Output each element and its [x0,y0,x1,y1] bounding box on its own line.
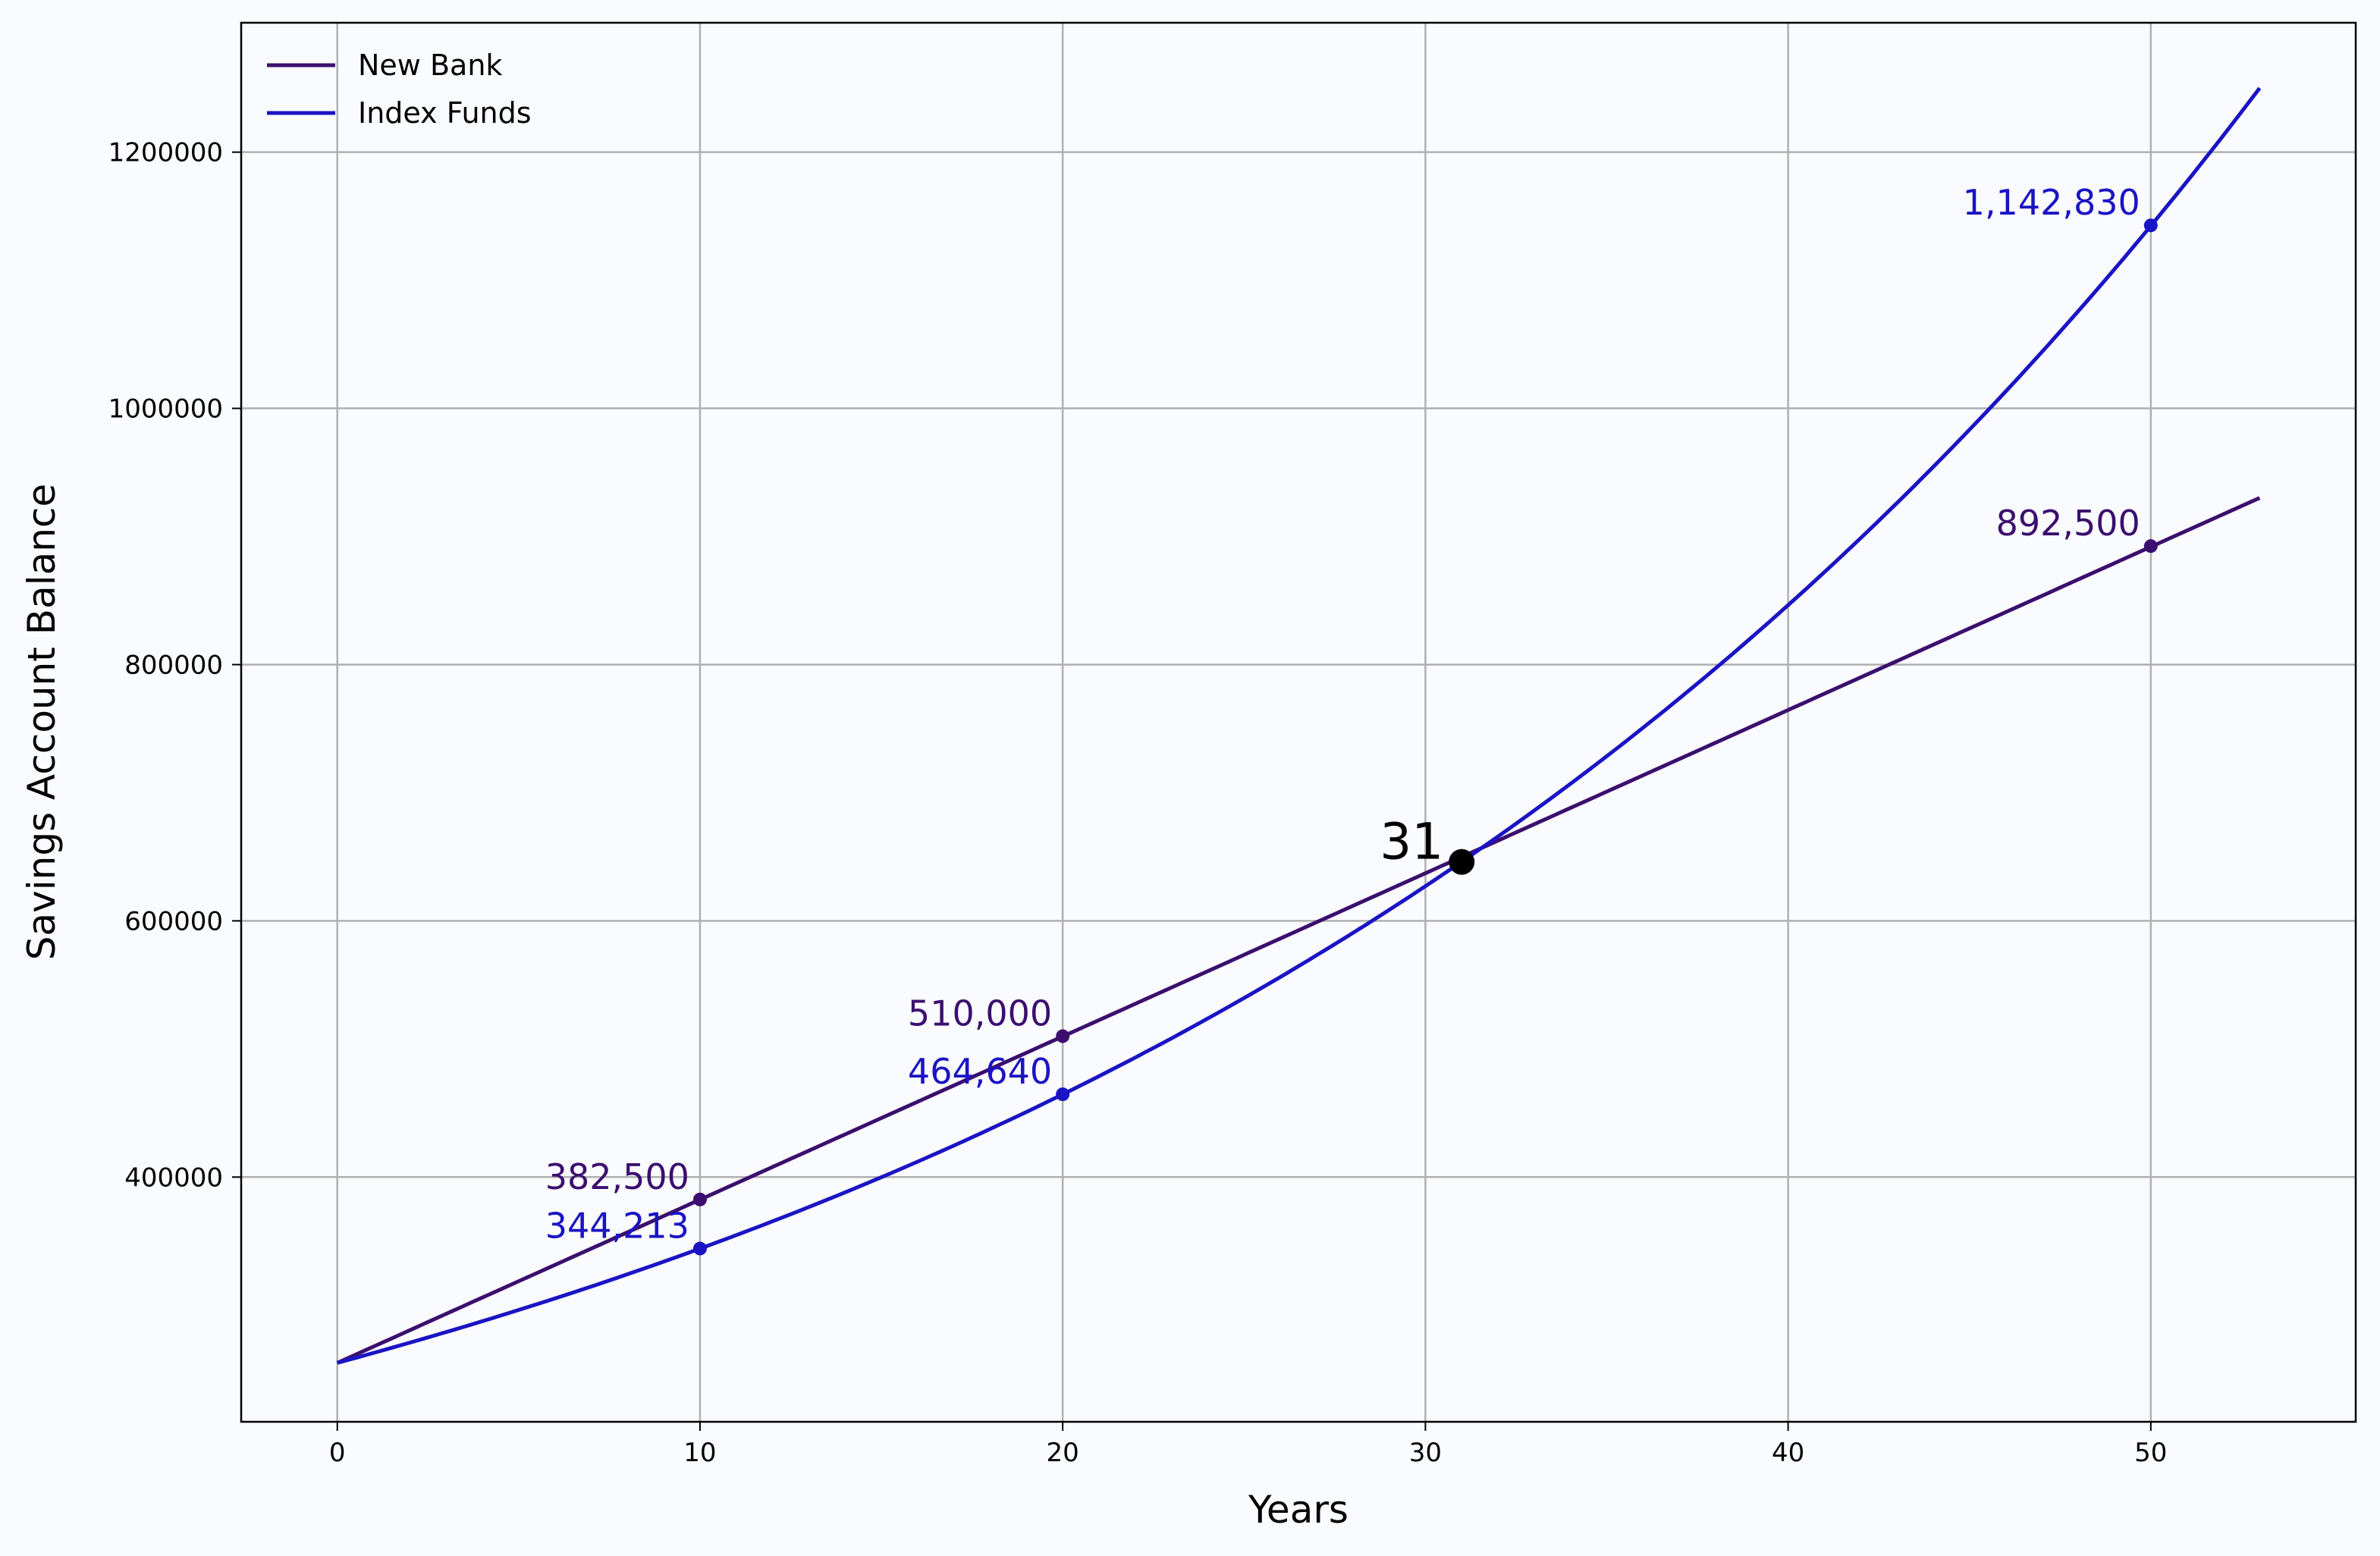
data-point [2143,539,2158,554]
data-point [2143,218,2158,233]
axis-ticks: 0 10 20 30 40 50 400000 600000 800000 1000000 1200… [108,138,2168,1468]
legend: New Bank Index Funds [267,49,532,130]
crossover-point [1449,849,1475,875]
y-tick-label: 600000 [124,906,223,936]
series-markers: 382,500 510,000 892,500 344,213 464,640 1,142… [545,182,2158,1256]
data-label: 382,500 [545,1156,689,1197]
y-tick-label: 800000 [124,650,223,680]
x-tick-label: 20 [1047,1438,1079,1468]
y-tick-label: 400000 [124,1162,223,1193]
legend-label: New Bank [358,49,502,82]
x-tick-label: 0 [329,1438,346,1468]
data-label: 1,142,830 [1963,182,2140,223]
series-line-new-bank [336,496,2261,1365]
data-point [692,1241,707,1256]
data-point [1056,1087,1070,1102]
data-label: 464,640 [908,1051,1052,1092]
data-point [692,1192,707,1206]
data-label: 510,000 [908,993,1052,1034]
series-lines [336,86,2262,1365]
y-tick-label: 1200000 [108,138,223,168]
y-tick-label: 1000000 [108,394,223,425]
x-tick-label: 10 [683,1438,716,1468]
data-label: 344,213 [545,1206,689,1247]
x-tick-label: 40 [1772,1438,1804,1468]
x-tick-label: 30 [1409,1438,1442,1468]
data-label: 892,500 [1996,503,2140,544]
y-axis-title: Savings Account Balance [20,484,64,960]
series-line-index-funds [337,86,2262,1365]
grid [241,23,2356,1422]
data-point [1056,1029,1070,1043]
x-axis-title: Years [1248,1488,1349,1532]
plot-frame [240,21,2357,1423]
crossover-label: 31 [1380,813,1443,871]
legend-label: Index Funds [358,96,532,130]
plot-area [241,23,2356,1422]
x-tick-label: 50 [2134,1438,2167,1468]
